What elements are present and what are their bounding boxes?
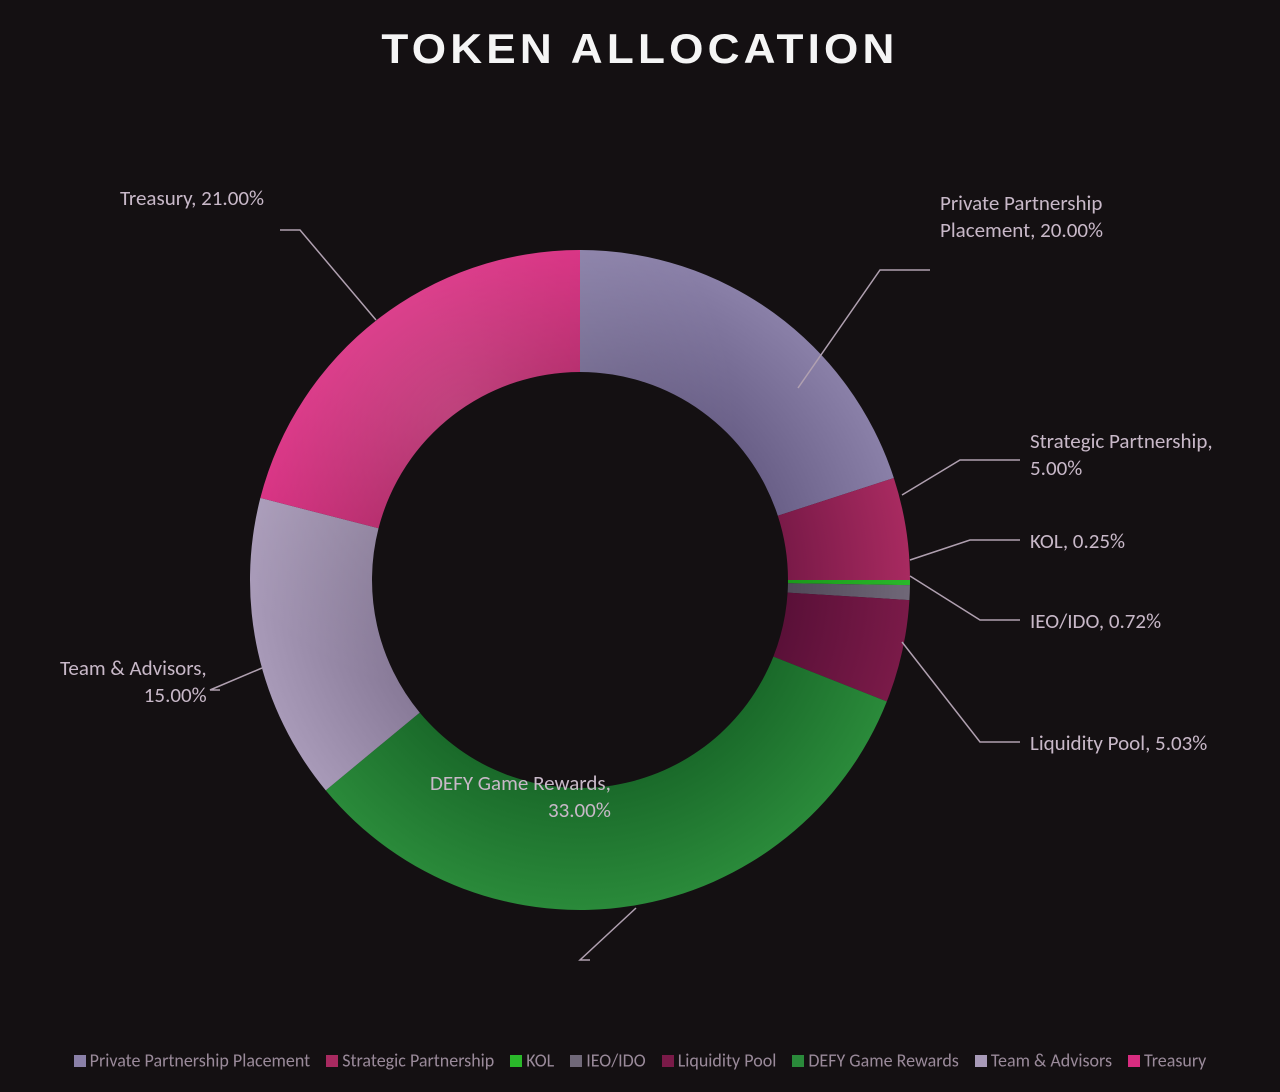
leader-line <box>210 668 262 690</box>
leader-line <box>280 230 376 320</box>
slice-label: Team & Advisors,15.00% <box>60 655 207 710</box>
leader-line <box>910 540 1020 560</box>
donut-slice <box>580 250 894 516</box>
legend-item: Liquidity Pool <box>662 1048 777 1072</box>
legend-text: DEFY Game Rewards <box>808 1050 959 1072</box>
slice-label: KOL, 0.25% <box>1030 528 1125 555</box>
leader-line <box>902 460 1020 495</box>
legend-text: Private Partnership Placement <box>90 1050 311 1072</box>
legend-item: IEO/IDO <box>570 1048 645 1072</box>
legend-item: Treasury <box>1128 1048 1206 1072</box>
legend-item: Team & Advisors <box>975 1048 1112 1072</box>
legend-swatch <box>662 1055 674 1067</box>
legend-swatch <box>792 1055 804 1067</box>
chart-legend: Private Partnership Placement Strategic P… <box>0 1048 1280 1072</box>
slice-label: Private PartnershipPlacement, 20.00% <box>940 190 1103 245</box>
leader-line <box>902 642 1020 742</box>
donut-chart-container: Private PartnershipPlacement, 20.00% Stra… <box>40 130 1240 1010</box>
legend-text: KOL <box>526 1050 554 1072</box>
slice-label: Liquidity Pool, 5.03% <box>1030 730 1207 757</box>
legend-swatch <box>510 1055 522 1067</box>
legend-swatch <box>570 1055 582 1067</box>
slice-label: IEO/IDO, 0.72% <box>1030 608 1161 635</box>
legend-text: Strategic Partnership <box>342 1050 494 1072</box>
legend-text: Liquidity Pool <box>678 1050 777 1072</box>
leader-line <box>580 908 636 960</box>
slice-label: Treasury, 21.00% <box>120 185 264 212</box>
legend-item: KOL <box>510 1048 554 1072</box>
slice-label: DEFY Game Rewards,33.00% <box>430 770 611 825</box>
legend-item: Strategic Partnership <box>326 1048 494 1072</box>
legend-item: Private Partnership Placement <box>74 1048 311 1072</box>
legend-swatch <box>326 1055 338 1067</box>
leader-line <box>910 576 1020 620</box>
legend-item: DEFY Game Rewards <box>792 1048 959 1072</box>
legend-text: Team & Advisors <box>991 1050 1112 1072</box>
legend-swatch <box>1128 1055 1140 1067</box>
legend-swatch <box>74 1055 86 1067</box>
donut-slice <box>260 250 580 528</box>
legend-text: Treasury <box>1144 1050 1206 1072</box>
legend-text: IEO/IDO <box>586 1050 645 1072</box>
legend-swatch <box>975 1055 987 1067</box>
slice-label: Strategic Partnership,5.00% <box>1030 428 1213 483</box>
chart-title: TOKEN ALLOCATION <box>0 0 1280 73</box>
donut-chart-svg <box>40 130 1240 1010</box>
